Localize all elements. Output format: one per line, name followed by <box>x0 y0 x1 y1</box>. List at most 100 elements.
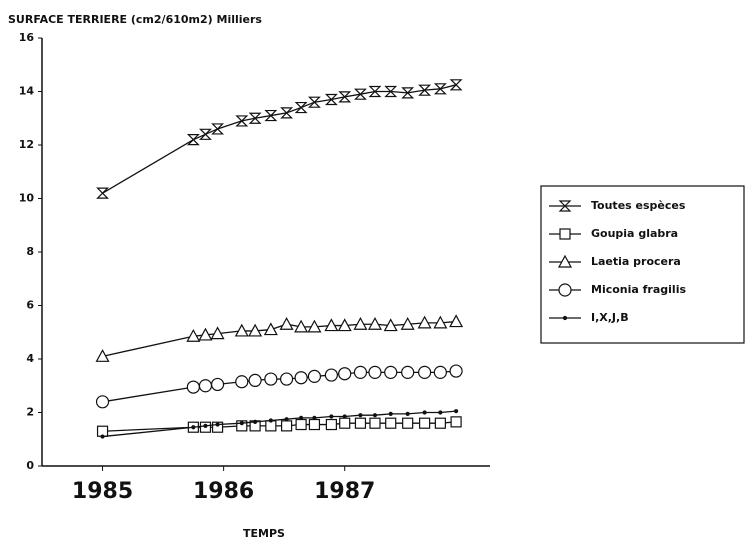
marker <box>210 326 225 340</box>
marker <box>284 417 289 422</box>
marker <box>294 101 308 114</box>
marker <box>354 417 367 429</box>
legend-label: I,X,J,B <box>591 311 629 324</box>
marker <box>280 420 293 432</box>
marker <box>95 349 110 362</box>
marker <box>308 418 321 431</box>
marker <box>384 365 398 379</box>
marker <box>367 316 382 330</box>
marker <box>339 417 351 429</box>
x-tick-label: 1987 <box>314 479 375 504</box>
marker <box>449 364 463 378</box>
marker <box>402 417 414 429</box>
marker <box>433 365 447 379</box>
marker <box>211 123 225 135</box>
marker <box>450 416 462 428</box>
marker <box>453 409 459 414</box>
marker <box>264 372 278 386</box>
marker <box>418 365 432 379</box>
marker <box>199 128 212 140</box>
y-tick-label: 16 <box>19 31 35 44</box>
marker <box>369 417 381 429</box>
legend-marker <box>558 200 572 212</box>
series-line <box>102 84 457 194</box>
marker <box>235 375 249 389</box>
marker <box>358 413 363 418</box>
y-tick-label: 10 <box>19 192 35 205</box>
y-tick-label: 8 <box>26 245 34 258</box>
marker <box>449 314 464 328</box>
marker <box>211 421 224 433</box>
marker <box>329 414 334 419</box>
marker <box>96 187 109 199</box>
marker <box>324 318 339 332</box>
marker <box>253 419 258 424</box>
marker <box>312 415 317 420</box>
marker <box>385 417 397 429</box>
marker <box>203 423 208 428</box>
marker <box>419 417 431 429</box>
legend-marker <box>559 228 571 240</box>
marker <box>418 84 432 96</box>
x-axis-title: TEMPS <box>243 527 285 540</box>
marker <box>368 85 382 98</box>
marker <box>383 318 398 332</box>
y-tick-label: 14 <box>19 85 35 98</box>
marker <box>264 109 278 122</box>
marker <box>384 85 398 98</box>
x-tick-label: 1986 <box>193 479 254 504</box>
legend-box <box>540 185 745 344</box>
marker <box>372 413 378 418</box>
y-tick-label: 4 <box>26 352 34 365</box>
x-tick-label: 1985 <box>72 479 133 504</box>
marker <box>295 418 307 431</box>
legend-marker <box>557 254 573 268</box>
marker <box>234 323 249 337</box>
marker <box>186 329 201 342</box>
marker <box>263 322 278 336</box>
marker <box>353 365 368 379</box>
chart-title: SURFACE TERRIERE (cm2/610m2) Milliers <box>8 13 262 26</box>
marker <box>417 315 432 329</box>
marker <box>198 379 213 393</box>
marker <box>388 411 393 416</box>
marker <box>235 115 249 127</box>
marker <box>299 415 304 420</box>
y-tick-label: 12 <box>19 138 34 151</box>
legend-label: Goupia glabra <box>591 227 678 240</box>
marker <box>353 88 367 100</box>
marker <box>248 373 262 387</box>
marker <box>337 318 352 332</box>
marker <box>401 365 415 379</box>
marker <box>191 425 196 430</box>
marker <box>307 369 322 383</box>
marker <box>307 96 321 108</box>
marker <box>236 420 248 432</box>
marker <box>268 418 273 423</box>
legend-label: Miconia fragilis <box>591 283 686 296</box>
marker <box>215 422 220 427</box>
marker <box>100 434 105 439</box>
marker <box>280 107 294 119</box>
marker <box>248 323 263 337</box>
marker <box>338 367 352 381</box>
y-tick-label: 0 <box>26 459 34 472</box>
marker <box>449 79 463 91</box>
marker <box>186 134 200 146</box>
marker <box>279 372 294 386</box>
marker <box>438 410 443 415</box>
marker <box>433 315 448 329</box>
legend-marker <box>562 315 568 321</box>
marker <box>325 418 337 431</box>
marker <box>186 380 200 394</box>
marker <box>279 316 294 330</box>
marker <box>324 93 338 106</box>
marker <box>433 83 447 95</box>
y-tick-label: 6 <box>26 299 34 312</box>
marker <box>95 395 110 409</box>
marker <box>307 319 322 333</box>
legend-label: Laetia procera <box>591 255 681 268</box>
marker <box>338 91 352 103</box>
y-tick-label: 2 <box>26 406 34 419</box>
